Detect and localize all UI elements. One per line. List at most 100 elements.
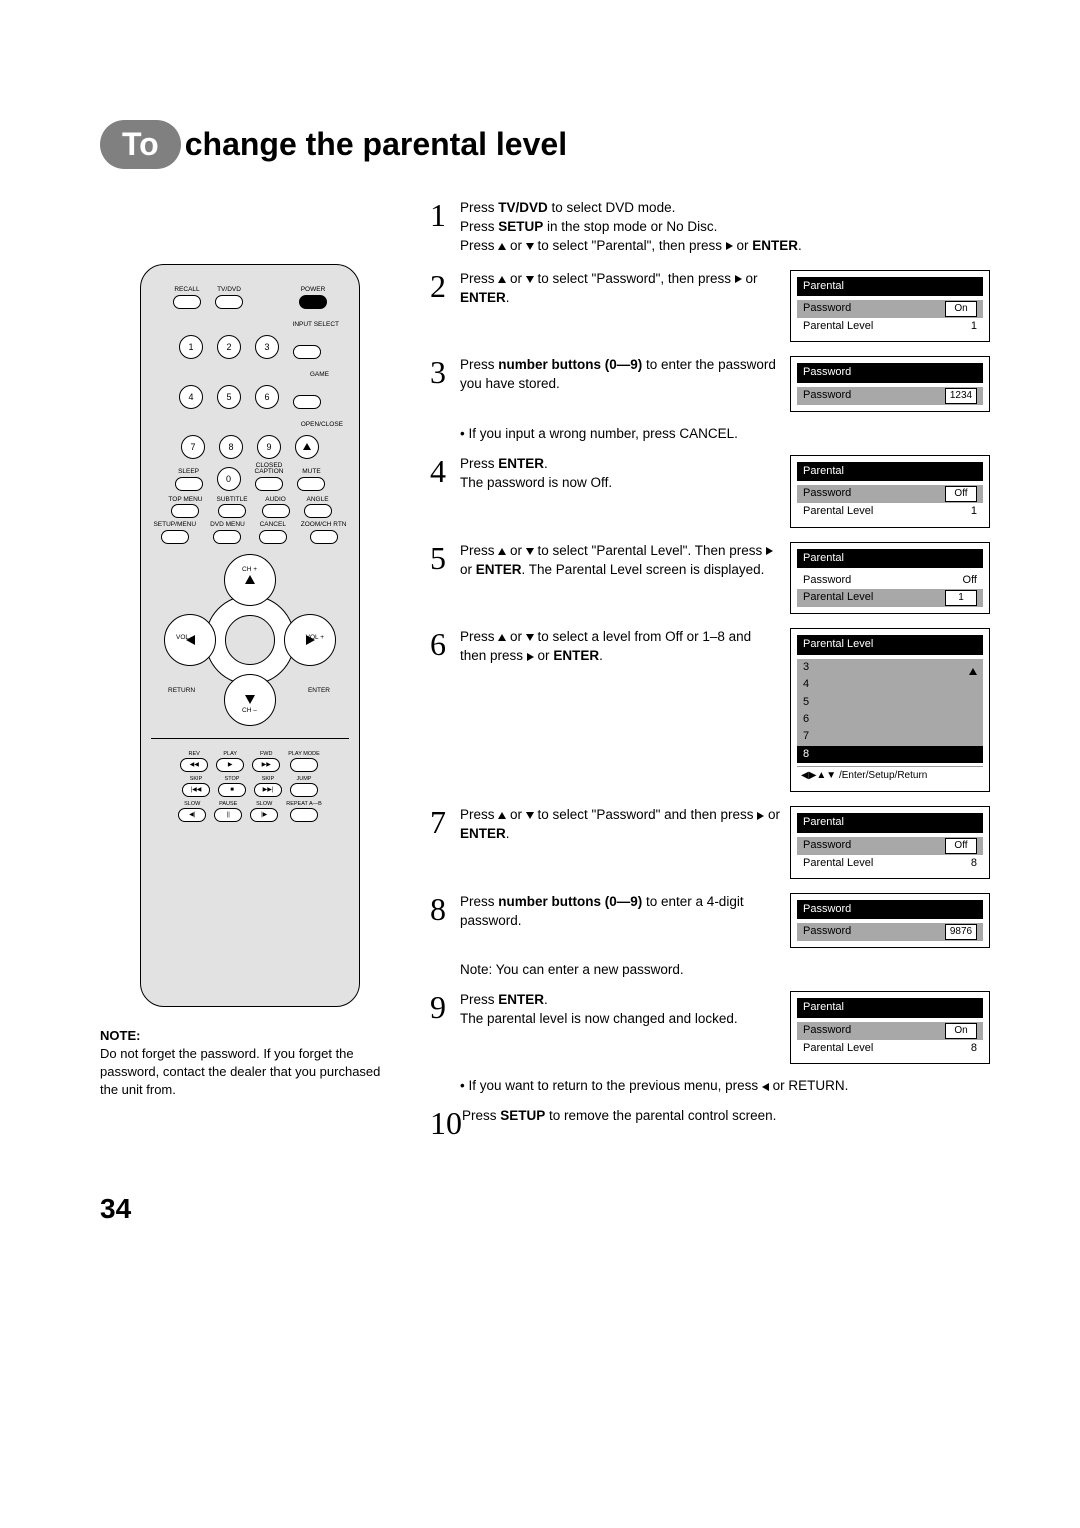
s9-a: Press [460,992,498,1007]
s1-l3a: Press [460,238,498,253]
btn-6: 6 [255,385,279,409]
title-rest: change the parental level [185,126,567,163]
btn-cc [255,477,283,491]
osd-title: Parental [797,998,983,1017]
btn-slow-back: ◀| [178,808,206,822]
osd-row-val: 8 [971,856,977,871]
s4-a: Press [460,456,498,471]
s1-l3e: ENTER [752,238,798,253]
lbl-play: PLAY [223,751,237,757]
s5-e: ENTER [476,562,522,577]
s2-e: ENTER [460,290,506,305]
btn-pause: || [214,808,242,822]
s10-a: Press [462,1108,500,1123]
btn-setup [161,530,189,544]
btn-openclose [295,435,319,459]
lbl-game: GAME [310,371,329,378]
btn-game [293,395,321,409]
btn-input-select [293,345,321,359]
osd-title: Parental Level [797,635,983,654]
note-body: Do not forget the password. If you forge… [100,1045,400,1100]
s7-e: ENTER [460,826,506,841]
lbl-zoom: ZOOM/CH RTN [301,522,347,529]
s3note-c: . [734,426,738,441]
lbl-audio: AUDIO [265,497,286,504]
osd-row-val: 9876 [945,924,977,940]
btn-stop: ■ [218,783,246,797]
lbl-tvdvd: TV/DVD [217,287,241,294]
btn-8: 8 [219,435,243,459]
lbl-volr: VOL + [306,634,324,641]
down-icon [526,276,534,283]
osd-row-label: Parental Level [803,856,873,871]
lbl-mute: MUTE [302,469,320,476]
btn-dvdmenu [213,530,241,544]
osd-title: Parental [797,462,983,481]
s3-a: Press [460,357,498,372]
lbl-cc: CLOSED CAPTION [255,463,284,476]
btn-power [299,295,327,309]
page-title: To change the parental level [100,120,990,169]
lbl-skip2: SKIP [262,776,275,782]
step-1: 1 Press TV/DVD to select DVD mode. Press… [430,199,990,256]
step-8-num: 8 [430,893,460,948]
osd-item: 3 [803,660,809,675]
s8note-b: You can enter a new password. [492,962,683,977]
btn-topmenu [171,504,199,518]
btn-play: ▶ [216,758,244,772]
osd-row-label: Password [803,486,851,502]
lbl-skip1: SKIP [190,776,203,782]
step-9-bullet: If you want to return to the previous me… [460,1078,990,1093]
s9b-d: . [845,1078,849,1093]
s2-c: to select "Password", then press [534,271,735,286]
osd-footer: ◀▶▲▼ /Enter/Setup/Return [797,766,983,785]
s1-l1c: to select DVD mode. [548,200,676,215]
btn-0: 0 [217,467,241,491]
osd-step5: Parental PasswordOff Parental Level1 [790,542,990,615]
step-5-num: 5 [430,542,460,615]
osd-title: Password [797,363,983,382]
s9-d: The parental level is now changed and lo… [460,1011,738,1026]
s10-b: SETUP [500,1108,545,1123]
osd-row-val: 8 [971,1041,977,1056]
lbl-stop: STOP [225,776,240,782]
remote-control-diagram: RECALL TV/DVD POWER INPUT SELECT 1 2 3 G… [140,264,360,1007]
osd-item: 7 [797,728,983,745]
s8-a: Press [460,894,498,909]
btn-mute [297,477,325,491]
s1-l2c: in the stop mode or No Disc. [543,219,717,234]
s1-l3d: or [733,238,753,253]
lbl-setup: SETUP/MENU [153,522,196,529]
s1-l1b: TV/DVD [498,200,548,215]
lbl-jump: JUMP [297,776,312,782]
s7-c: to select "Password" and then press [534,807,757,822]
lbl-rev: REV [189,751,200,757]
btn-recall [173,295,201,309]
osd-item: 8 [803,747,809,762]
lbl-return: RETURN [168,687,195,694]
s10-c: to remove the parental control screen. [545,1108,776,1123]
osd-item: 5 [797,694,983,711]
up-icon [969,660,977,675]
step-4-num: 4 [430,455,460,528]
s8note-a: Note: [460,962,492,977]
osd-row-val: Off [963,573,977,588]
btn-1: 1 [179,335,203,359]
s4-c: . [544,456,548,471]
right-icon [735,275,742,283]
s1-l3b: or [506,238,526,253]
s7-b: or [506,807,526,822]
osd-step6: Parental Level 3 4 5 6 7 8 ◀▶▲▼ /Enter/S… [790,628,990,792]
osd-item: 4 [797,676,983,693]
lbl-input-select: INPUT SELECT [293,321,339,328]
note-header: NOTE: [100,1027,400,1045]
btn-audio [262,504,290,518]
down-icon [526,634,534,641]
lbl-dvdmenu: DVD MENU [210,522,245,529]
s6-a: Press [460,629,498,644]
btn-repeat [290,808,318,822]
osd-row-label: Password [803,301,851,317]
s5-d: or [460,562,476,577]
osd-row-val: 1234 [945,388,977,404]
lbl-voll: VOL – [176,634,194,641]
